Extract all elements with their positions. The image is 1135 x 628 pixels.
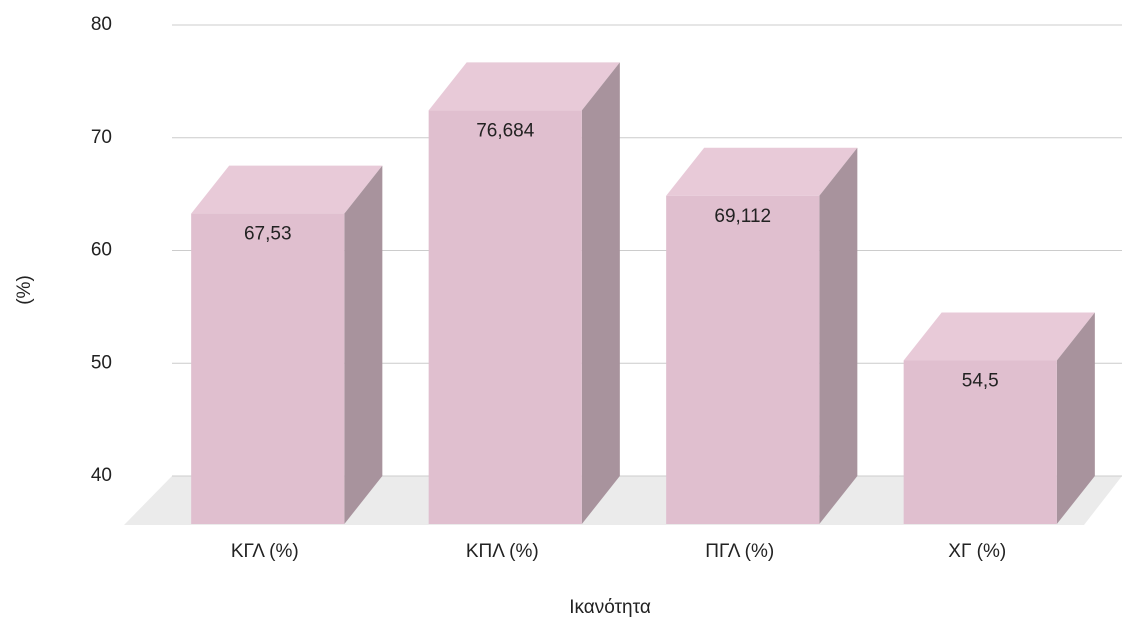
bar-top bbox=[191, 165, 383, 214]
y-tick-label: 40 bbox=[91, 465, 112, 486]
data-label: 54,5 bbox=[962, 371, 999, 392]
bar-side bbox=[581, 62, 620, 524]
x-axis-label: Ικανότητα bbox=[569, 597, 651, 618]
y-axis-label: (%) bbox=[14, 275, 35, 305]
y-tick-label: 70 bbox=[91, 127, 112, 148]
data-label: 76,684 bbox=[476, 120, 535, 141]
bar-side bbox=[344, 165, 383, 524]
data-label: 67,53 bbox=[244, 224, 292, 245]
x-tick-label: ΚΓΛ (%) bbox=[231, 541, 299, 562]
bar-top bbox=[903, 312, 1095, 361]
floor bbox=[124, 476, 1122, 525]
x-tick-label: ΧΓ (%) bbox=[948, 541, 1006, 562]
bar bbox=[666, 195, 820, 524]
y-tick-label: 80 bbox=[91, 14, 112, 35]
bar bbox=[428, 110, 582, 524]
x-tick-label: ΚΠΛ (%) bbox=[466, 541, 539, 562]
y-tick-label: 50 bbox=[91, 352, 112, 373]
bar-top bbox=[428, 62, 620, 111]
bar-side bbox=[819, 147, 858, 524]
bar bbox=[191, 213, 345, 524]
x-tick-label: ΠΓΛ (%) bbox=[705, 541, 774, 562]
bar bbox=[903, 360, 1057, 524]
data-label: 69,112 bbox=[714, 206, 771, 227]
bar-side bbox=[1056, 312, 1095, 524]
bar-top bbox=[666, 147, 858, 196]
y-tick-label: 60 bbox=[91, 240, 112, 261]
